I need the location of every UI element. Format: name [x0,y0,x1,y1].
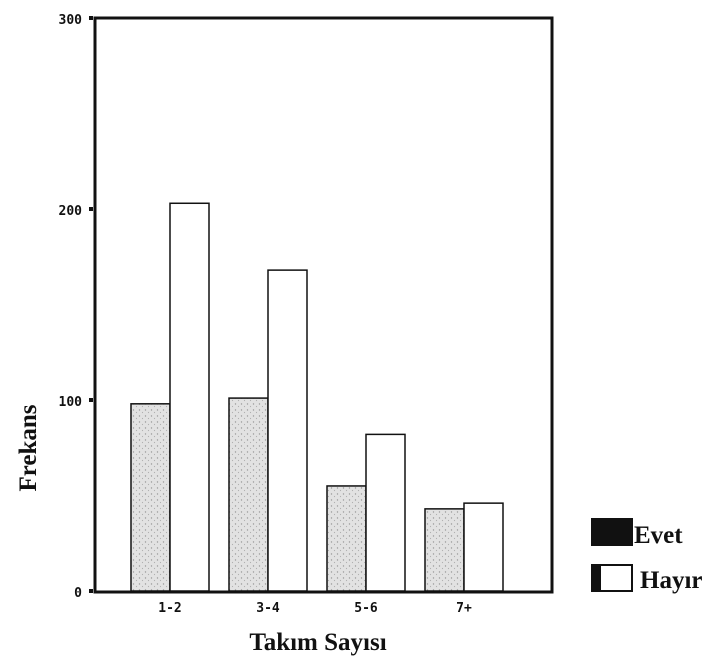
y-tick-label-300: 300 [59,13,83,28]
bar-evet-2 [228,397,269,592]
y-tick-mark-0 [89,589,93,593]
y-tick-label-100: 100 [59,395,83,410]
x-tick-label-4: 7+ [456,601,472,616]
bar-evet-4 [424,508,465,592]
legend-swatch-evet [591,518,633,546]
x-tick-label-1: 1-2 [158,601,181,616]
bars-group [130,202,504,592]
bar-hayir-4 [463,502,504,592]
x-tick-label-3: 5-6 [354,601,378,616]
bar-evet-3 [326,485,367,592]
y-tick-mark-200 [89,207,93,211]
x-tick-label-2: 3-4 [256,601,280,616]
legend-label-hayir: Hayır [640,567,703,594]
legend-label-evet: Evet [634,522,683,549]
y-axis: 0 100 200 300 [59,13,93,601]
y-tick-label-0: 0 [74,586,82,601]
bar-evet-1 [130,403,171,592]
x-tick-labels: 1-2 3-4 5-6 7+ [158,601,472,616]
y-tick-label-200: 200 [59,204,83,219]
y-tick-mark-300 [89,16,93,20]
bar-hayir-1 [169,202,210,592]
legend: Evet Hayır [591,518,703,594]
x-axis-label: Takım Sayısı [249,629,386,656]
y-axis-label: Frekans [15,404,42,491]
bar-hayir-3 [365,433,406,592]
y-tick-mark-100 [89,398,93,402]
bar-hayir-2 [267,269,308,592]
legend-swatch-hayir-mark [592,565,601,591]
